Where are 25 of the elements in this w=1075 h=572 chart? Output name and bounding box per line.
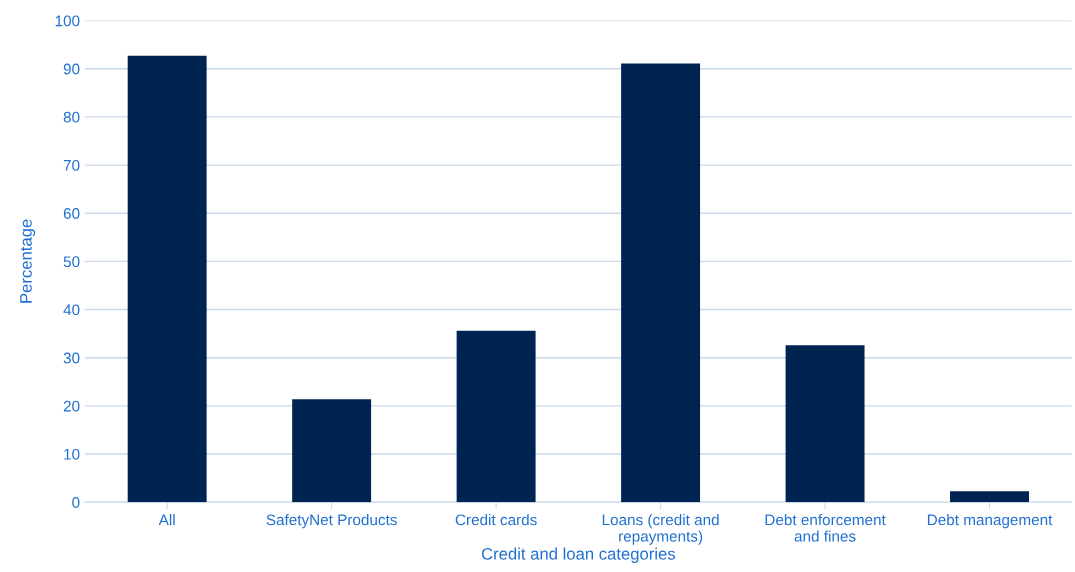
- x-axis-title: Credit and loan categories: [481, 547, 676, 564]
- x-tick-label: All: [158, 514, 175, 526]
- y-tick-label: 50: [63, 256, 80, 268]
- y-tick-label: 100: [55, 15, 80, 27]
- bar: [950, 491, 1030, 503]
- y-tick-label: 60: [63, 208, 80, 219]
- x-tick-label: SafetyNet Products: [266, 514, 397, 529]
- bar: [785, 345, 865, 503]
- y-axis-title: Percentage: [20, 219, 36, 303]
- y-tick-label: 70: [63, 159, 80, 171]
- x-tick-label: Loans (credit and repayments): [602, 514, 719, 545]
- y-tick-label: 0: [72, 497, 80, 508]
- y-tick-label: 10: [64, 448, 80, 460]
- y-tick-label: 90: [63, 63, 80, 75]
- bar: [621, 63, 701, 503]
- y-tick-label: 40: [63, 304, 80, 316]
- bar: [127, 55, 207, 503]
- y-tick-label: 20: [63, 400, 80, 412]
- y-tick-label: 30: [63, 352, 80, 364]
- x-tick-label: Debt management: [927, 514, 1053, 529]
- bar: [456, 330, 536, 503]
- x-tick-label: Credit cards: [455, 514, 537, 526]
- y-tick-label: 80: [63, 111, 80, 123]
- x-tick-label: Debt enforcement and fines: [765, 514, 886, 542]
- bar: [292, 399, 372, 503]
